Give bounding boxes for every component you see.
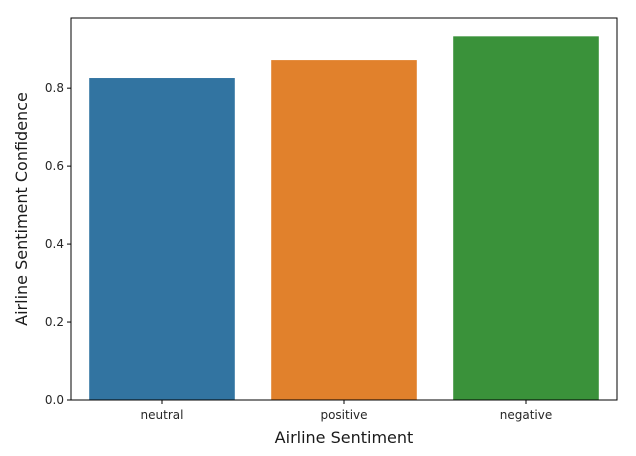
y-tick-label: 0.6 — [45, 159, 64, 173]
bar-positive — [271, 60, 417, 400]
x-tick-label-positive: positive — [320, 408, 367, 422]
y-tick-label: 0.0 — [45, 393, 64, 407]
x-tick-label-negative: negative — [500, 408, 552, 422]
x-tick-label-neutral: neutral — [141, 408, 184, 422]
y-tick-label: 0.8 — [45, 81, 64, 95]
y-tick-label: 0.4 — [45, 237, 64, 251]
x-axis-title: Airline Sentiment — [275, 428, 414, 447]
x-axis: neutral positive negative — [141, 400, 552, 422]
y-tick-label: 0.2 — [45, 315, 64, 329]
bars-group — [89, 36, 599, 401]
y-axis-title: Airline Sentiment Confidence — [12, 92, 31, 326]
y-axis: 0.0 0.2 0.4 0.6 0.8 — [45, 81, 71, 407]
bar-neutral — [89, 78, 235, 401]
bar-negative — [453, 36, 599, 401]
